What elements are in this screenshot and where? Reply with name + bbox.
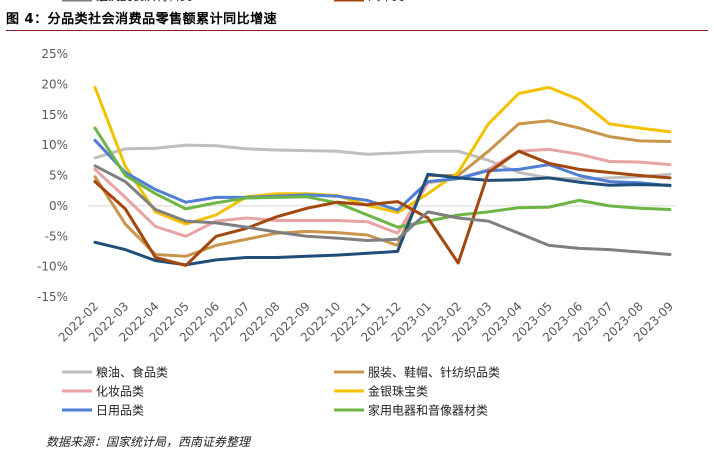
series-line-9 [93,164,672,256]
y-tick-label: 0% [49,199,68,213]
series-line-8 [93,149,672,267]
y-tick-label: -10% [37,260,68,274]
y-tick-label: 20% [41,77,68,91]
x-axis: 2022-022022-032022-042022-052022-062022-… [56,299,676,344]
legend-label: 汽车类 [368,0,404,3]
y-tick-label: 5% [49,169,68,183]
y-tick-label: 15% [41,108,68,122]
series-line-5 [93,138,672,212]
source-note: 数据来源：国家统计局，西南证券整理 [46,435,251,449]
y-tick-label: 10% [41,138,68,152]
y-axis: 25% 20% 15% 10% 5% 0% -5% -10% -15% [37,47,68,304]
legend-label: 金银珠宝类 [368,384,428,399]
legend-label: 化妆品类 [96,385,144,399]
y-tick-label: 25% [41,47,68,61]
figure-title: 图 4：分品类社会消费品零售额累计同比增速 [6,12,278,27]
series-line-6 [93,126,672,229]
y-tick-label: -15% [37,290,68,304]
legend-label: 家用电器和音像器材类 [368,403,488,418]
title-rule [6,30,708,31]
series-line-3 [93,147,672,238]
series-group [93,85,672,267]
legend-label: 日用品类 [96,404,144,418]
series-line-1 [93,143,672,181]
series-line-7 [93,172,672,267]
legend-label: 家具类 [96,0,132,3]
legend-label: 粮油、食品类 [96,365,168,380]
legend-label: 服装、鞋帽、针纺织品类 [368,365,500,380]
y-tick-label: -5% [45,229,68,243]
legend-label: 建筑及装潢材料类 [96,0,192,3]
